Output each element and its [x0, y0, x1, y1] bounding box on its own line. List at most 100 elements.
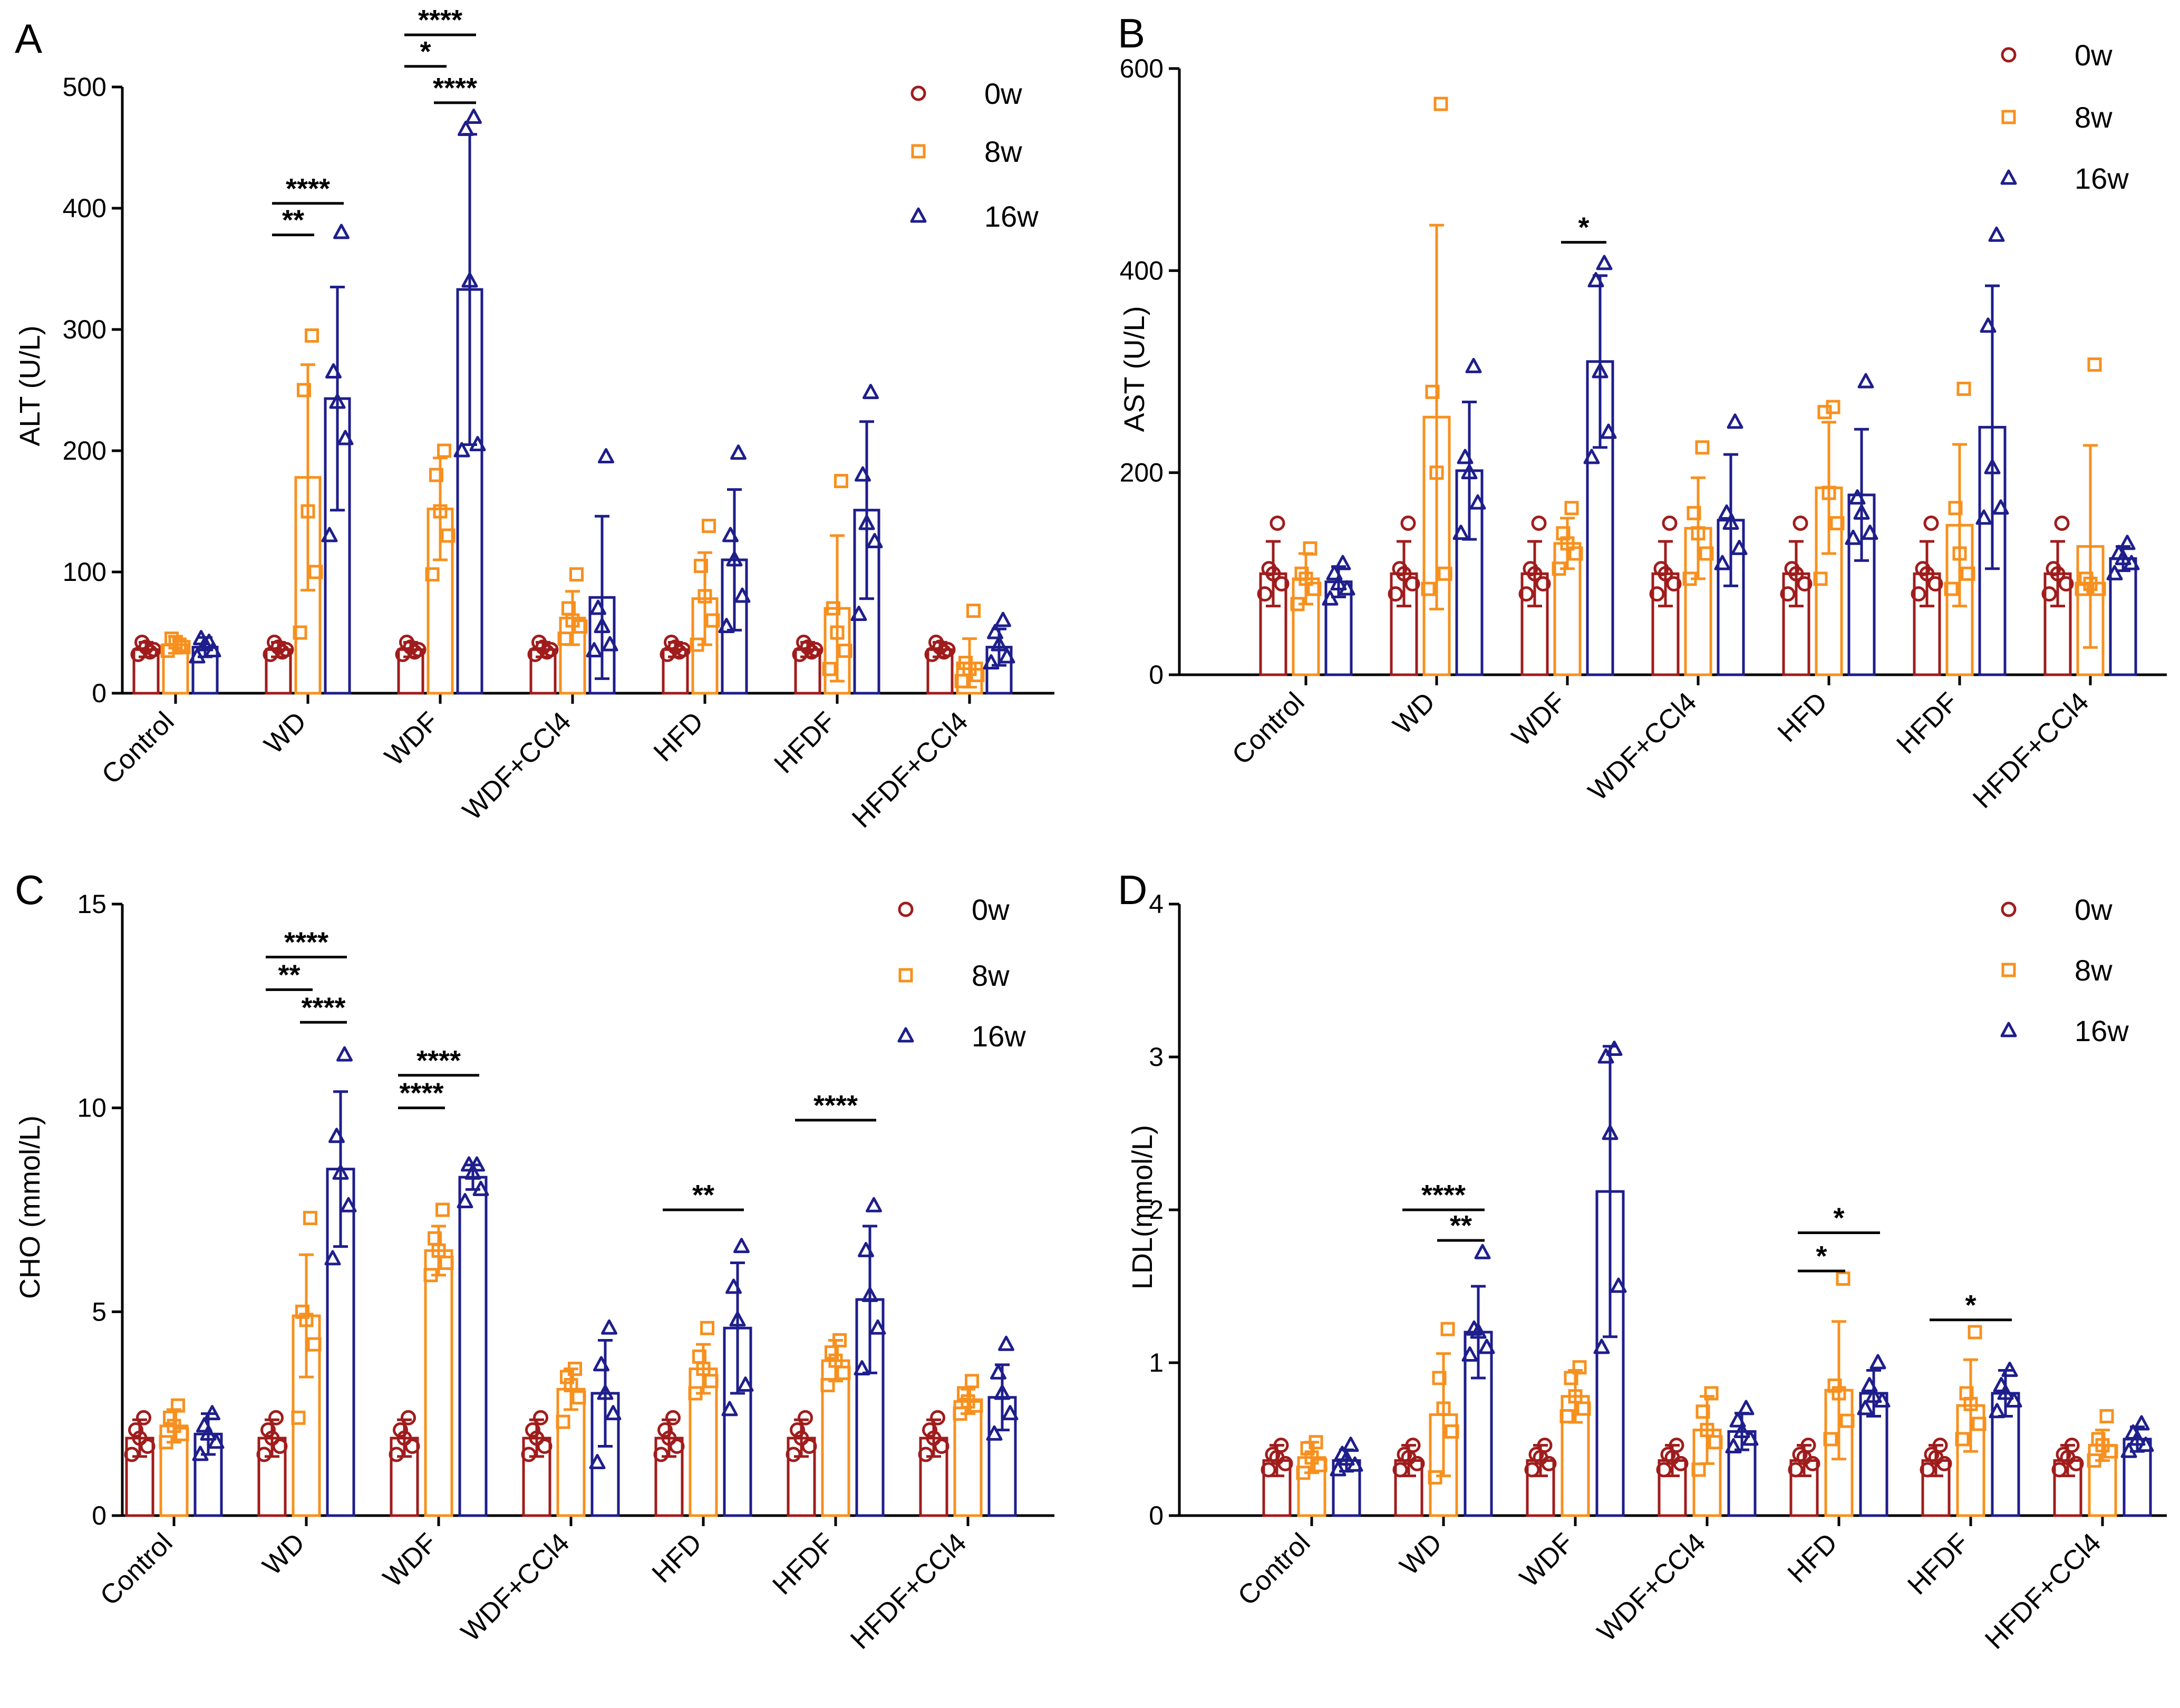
data-point [268, 1410, 284, 1425]
legend-label: 0w [2075, 893, 2113, 926]
data-point [208, 1433, 225, 1449]
data-point [934, 1439, 949, 1454]
data-point [124, 1447, 140, 1462]
data-point [1583, 449, 1600, 464]
data-point [1556, 526, 1571, 541]
data-point [1660, 1447, 1676, 1462]
data-point [1959, 1386, 1974, 1401]
data-point [1956, 382, 1971, 396]
x-tick-label: HFDF+CCl4 [846, 706, 974, 833]
data-point [1840, 1413, 1855, 1428]
data-point [1560, 536, 1575, 551]
data-point [333, 224, 350, 239]
y-tick-label: 5 [92, 1297, 106, 1326]
y-tick-label: 600 [1120, 54, 1164, 83]
data-point [721, 1401, 738, 1416]
data-point [167, 1419, 181, 1433]
data-point [1653, 561, 1669, 577]
data-point [822, 662, 837, 676]
data-point [730, 444, 747, 460]
data-point [1592, 363, 1609, 379]
data-point [168, 635, 183, 649]
data-point [1704, 1386, 1719, 1401]
data-point [1270, 516, 1285, 531]
data-point [1800, 1438, 1816, 1453]
data-point [303, 1210, 317, 1225]
data-point [928, 634, 944, 650]
data-point [571, 1390, 586, 1405]
data-point [171, 1398, 185, 1413]
data-point [1465, 357, 1482, 373]
data-point [798, 1410, 813, 1425]
data-point [1303, 541, 1317, 556]
data-point [464, 1164, 481, 1180]
data-point [1699, 546, 1714, 561]
y-tick-label: 3 [1149, 1042, 1164, 1072]
legend-label: 0w [972, 893, 1010, 926]
data-point [560, 1370, 574, 1384]
data-point [340, 1197, 357, 1212]
data-point [260, 1422, 276, 1438]
data-point [1682, 571, 1697, 586]
data-point [1261, 561, 1277, 577]
y-tick-label: 300 [63, 315, 106, 344]
data-point [272, 1439, 288, 1454]
data-point [128, 1422, 143, 1438]
panel-letter: D [1118, 867, 1147, 913]
data-point [1784, 561, 1800, 577]
significance-label: **** [301, 992, 345, 1023]
panel-a: A ALT (U/L) 0 100 200 300 400 500 Control WD WDF… [14, 4, 1054, 834]
data-point [2133, 1415, 2150, 1431]
data-point [433, 504, 448, 519]
y-tick-label: 0 [1149, 1501, 1164, 1530]
data-point [564, 1378, 578, 1393]
significance-label: * [420, 36, 431, 67]
data-point [1531, 516, 1547, 531]
data-point [1984, 459, 2001, 474]
data-point [1330, 1461, 1346, 1477]
data-point [1433, 96, 1448, 111]
data-point [569, 567, 584, 582]
data-point [834, 474, 848, 488]
data-point [1610, 1277, 1627, 1293]
data-point [189, 648, 206, 664]
data-point [729, 1311, 746, 1327]
data-point [2064, 1438, 2080, 1453]
significance-label: **** [284, 927, 328, 958]
data-point [1600, 423, 1617, 439]
data-point [1972, 1416, 1987, 1431]
data-point [1865, 1387, 1882, 1403]
data-point [1849, 489, 1866, 505]
data-point [1932, 1438, 1948, 1453]
panel-b: B AST (U/L) 0 200 400 600 Control WD WDF WDF+CC… [1118, 10, 2167, 814]
legend-label: 16w [2075, 1014, 2129, 1047]
data-point [1714, 555, 1731, 570]
y-tick-label: 200 [63, 436, 106, 465]
data-point [1002, 1405, 1019, 1421]
data-point [140, 1439, 156, 1454]
x-tick-label: HFD [648, 706, 710, 768]
data-point [1568, 546, 1583, 561]
data-point [1445, 1424, 1459, 1439]
data-point [453, 442, 470, 458]
legend-marker [2001, 901, 2017, 917]
y-tick-label: 400 [1120, 256, 1164, 285]
data-point [1869, 1354, 1886, 1370]
data-point [861, 1286, 878, 1302]
data-point [820, 1378, 835, 1393]
data-point [694, 559, 708, 573]
legend-label: 0w [2075, 38, 2113, 72]
data-point [466, 109, 482, 124]
data-point [665, 1410, 681, 1425]
data-point [1461, 1346, 1478, 1362]
data-point [998, 1335, 1014, 1351]
x-tick-label: WD [257, 1527, 311, 1581]
data-point [2001, 1362, 2018, 1377]
data-point [1564, 501, 1579, 516]
data-point [389, 1447, 404, 1462]
data-point [830, 625, 845, 640]
data-point [1666, 576, 1682, 591]
data-point [437, 443, 451, 458]
data-point [737, 1376, 754, 1392]
data-point [1596, 255, 1613, 270]
